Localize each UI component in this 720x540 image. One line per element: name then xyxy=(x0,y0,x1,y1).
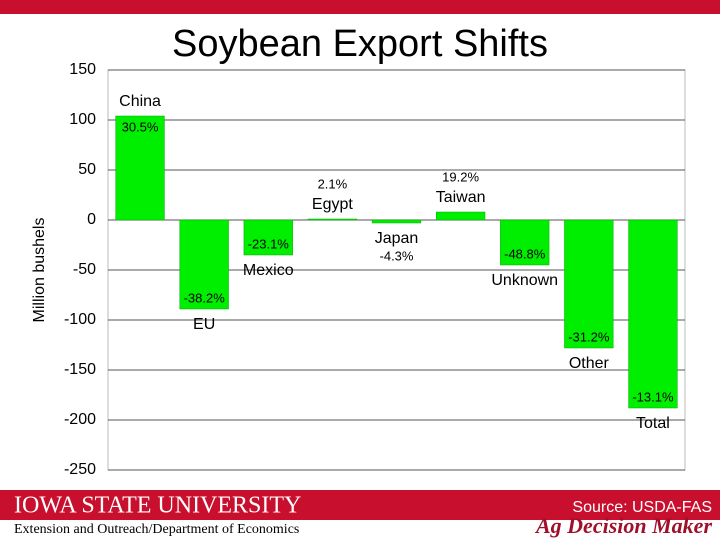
percent-label: -13.1% xyxy=(632,389,674,404)
brand: Ag Decision Maker xyxy=(534,513,712,538)
y-tick-label: -150 xyxy=(64,361,96,378)
percent-label: 19.2% xyxy=(442,169,479,184)
bar xyxy=(115,115,165,221)
y-tick-label: 50 xyxy=(78,161,96,178)
percent-label: 2.1% xyxy=(318,176,348,191)
bar xyxy=(628,219,678,409)
percent-label: 30.5% xyxy=(122,119,159,134)
category-label: Unknown xyxy=(491,272,558,289)
university: IOWA STATE UNIVERSITY xyxy=(14,493,301,519)
footer-band xyxy=(0,490,720,520)
bar xyxy=(307,218,358,221)
y-tick-label: 100 xyxy=(69,111,96,128)
bar xyxy=(371,219,422,224)
top-band xyxy=(0,0,720,14)
category-label: Other xyxy=(569,355,610,372)
category-label: Total xyxy=(636,415,670,432)
percent-label: -31.2% xyxy=(568,329,610,344)
category-label: Egypt xyxy=(312,196,353,213)
y-tick-label: 0 xyxy=(87,211,96,228)
percent-label: -4.3% xyxy=(380,248,414,263)
category-label: Japan xyxy=(375,230,419,247)
category-label: China xyxy=(119,93,161,110)
percent-label: -23.1% xyxy=(248,236,290,251)
department: Extension and Outreach/Department of Eco… xyxy=(14,522,299,537)
percent-label: -48.8% xyxy=(504,246,546,261)
bar xyxy=(500,219,550,266)
bar xyxy=(435,211,486,221)
y-tick-label: -50 xyxy=(73,261,96,278)
bar xyxy=(179,219,229,310)
y-axis-label: Million bushels xyxy=(31,218,48,323)
y-tick-label: -100 xyxy=(64,311,96,328)
source: Source: USDA-FAS xyxy=(572,499,712,516)
y-tick-label: 150 xyxy=(69,61,96,78)
category-label: Taiwan xyxy=(436,189,486,206)
y-tick-label: -250 xyxy=(64,461,96,478)
y-tick-label: -200 xyxy=(64,411,96,428)
bar xyxy=(243,219,293,256)
chart-title: Soybean Export Shifts xyxy=(172,23,548,65)
category-label: EU xyxy=(193,316,215,333)
category-label: Mexico xyxy=(243,262,294,279)
bar xyxy=(564,219,614,349)
percent-label: -38.2% xyxy=(184,290,226,305)
